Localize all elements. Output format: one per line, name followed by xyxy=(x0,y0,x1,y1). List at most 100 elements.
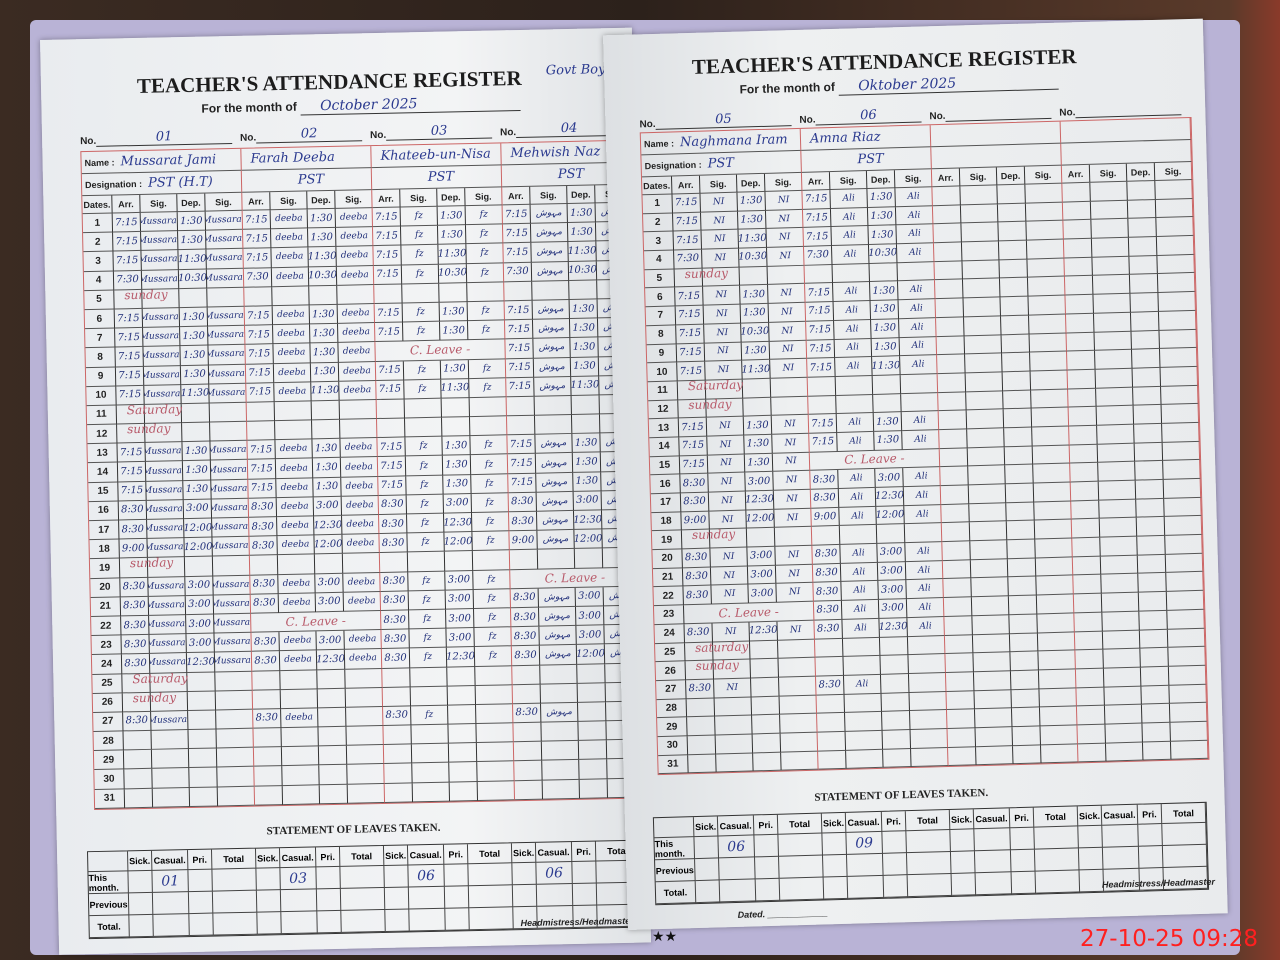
day-number: 11 xyxy=(86,405,118,426)
departure-time: 12:00 xyxy=(746,509,775,529)
departure-time: 12:00 xyxy=(574,529,603,550)
arrival-signature xyxy=(836,394,874,415)
departure-signature xyxy=(477,761,515,782)
arrival-time xyxy=(933,223,962,244)
arrival-time xyxy=(932,205,962,225)
leave-casual-value xyxy=(974,850,1012,874)
arrival-time: 8:30 xyxy=(381,629,410,650)
number-value: 05 xyxy=(655,110,792,130)
leave-column-header: Sick. xyxy=(128,850,153,872)
arrival-signature: Ali xyxy=(842,618,880,639)
arrival-signature xyxy=(411,724,449,745)
arrival-signature: مہوش xyxy=(530,223,569,244)
month-value: Oktober 2025 xyxy=(837,72,1059,96)
arrival-signature xyxy=(965,353,1003,374)
arrival-time xyxy=(123,730,152,751)
departure-time xyxy=(577,682,606,703)
departure-signature xyxy=(770,377,809,398)
arrival-signature xyxy=(532,280,570,301)
arrival-signature xyxy=(970,559,1009,579)
departure-signature: Ali xyxy=(903,467,941,488)
departure-time xyxy=(751,696,781,716)
departure-time: 1:30 xyxy=(567,222,597,243)
day-note: saturday xyxy=(694,639,749,655)
departure-time: 3:00 xyxy=(575,606,605,627)
arrival-time: 7:15 xyxy=(375,322,404,343)
departure-time xyxy=(1136,498,1165,519)
departure-signature: Mussarat xyxy=(214,613,252,634)
day-note: Saturday xyxy=(126,401,183,418)
departure-time: 1:30 xyxy=(743,416,773,436)
arrival-signature xyxy=(1097,424,1135,445)
leave-column-header: Sick. xyxy=(693,816,719,838)
departure-time xyxy=(189,787,219,807)
departure-signature xyxy=(1026,220,1064,241)
arrival-signature: fz xyxy=(404,379,442,400)
departure-time: 10:30 xyxy=(178,269,208,289)
departure-signature xyxy=(1156,217,1194,238)
departure-signature xyxy=(780,713,818,734)
arrival-signature xyxy=(971,596,1010,617)
leave-total-value xyxy=(779,855,824,879)
departure-time: 1:30 xyxy=(867,206,897,227)
sig-header: Sig. xyxy=(335,190,373,209)
departure-time xyxy=(579,778,609,799)
departure-signature: deeba xyxy=(343,591,382,612)
arrival-signature xyxy=(1093,293,1131,314)
departure-time: 1:30 xyxy=(867,188,896,208)
day-number: 30 xyxy=(94,769,125,790)
departure-signature xyxy=(1161,404,1200,424)
departure-time xyxy=(1140,647,1169,668)
departure-time xyxy=(188,748,218,769)
arrival-time xyxy=(937,373,967,393)
arrival-signature xyxy=(1093,312,1132,333)
arrival-signature xyxy=(835,375,874,396)
departure-time: 1:30 xyxy=(874,431,903,451)
sig-header: Sig. xyxy=(140,194,178,213)
arrival-time: 8:30 xyxy=(510,588,539,609)
arrival-time xyxy=(942,541,971,561)
arrival-time xyxy=(1063,238,1093,259)
arrival-time xyxy=(815,657,844,677)
arrival-signature xyxy=(963,297,1002,318)
arrival-signature xyxy=(1099,499,1137,520)
leave-pri-value xyxy=(1138,824,1163,847)
departure-signature: deeba xyxy=(339,380,377,401)
day-note: sunday xyxy=(127,421,171,437)
arrival-signature xyxy=(1098,480,1137,501)
departure-signature xyxy=(207,287,245,308)
arrival-signature xyxy=(967,428,1005,448)
day-number: 5 xyxy=(84,290,115,311)
departure-signature xyxy=(900,374,939,394)
departure-time xyxy=(1003,390,1032,410)
leave-total-value xyxy=(1034,826,1079,850)
arrival-time: 7:30 xyxy=(243,267,273,288)
leave-sick-value xyxy=(256,868,281,891)
departure-time: 12:30 xyxy=(444,513,473,533)
register-page-right: TEACHER'S ATTENDANCE REGISTER For the mo… xyxy=(603,18,1228,931)
arrival-signature: مہوش xyxy=(541,702,579,723)
departure-time xyxy=(883,748,912,769)
arrival-time: 8:30 xyxy=(121,615,150,636)
arr-header: Arr. xyxy=(242,192,271,211)
sig-header: Sig. xyxy=(1024,165,1063,185)
leave-sick-value xyxy=(695,880,721,904)
arrival-time: 7:15 xyxy=(806,320,835,341)
departure-signature xyxy=(209,402,248,423)
departure-time xyxy=(318,726,347,747)
leave-column-header: Casual. xyxy=(407,844,445,866)
arrival-signature: مہوش xyxy=(535,434,573,455)
arrival-signature xyxy=(839,525,878,545)
leaves-corner xyxy=(653,817,695,839)
departure-signature: deeba xyxy=(341,495,380,516)
departure-time xyxy=(181,403,211,424)
arrival-time xyxy=(513,741,543,762)
departure-time xyxy=(187,671,216,692)
arrival-signature xyxy=(410,667,448,688)
departure-time: 3:00 xyxy=(445,589,475,610)
departure-time: 1:30 xyxy=(740,285,769,305)
departure-signature: fz xyxy=(466,243,504,264)
arrival-time: 8:30 xyxy=(680,492,710,513)
departure-time xyxy=(1012,726,1041,746)
departure-time xyxy=(571,414,601,435)
